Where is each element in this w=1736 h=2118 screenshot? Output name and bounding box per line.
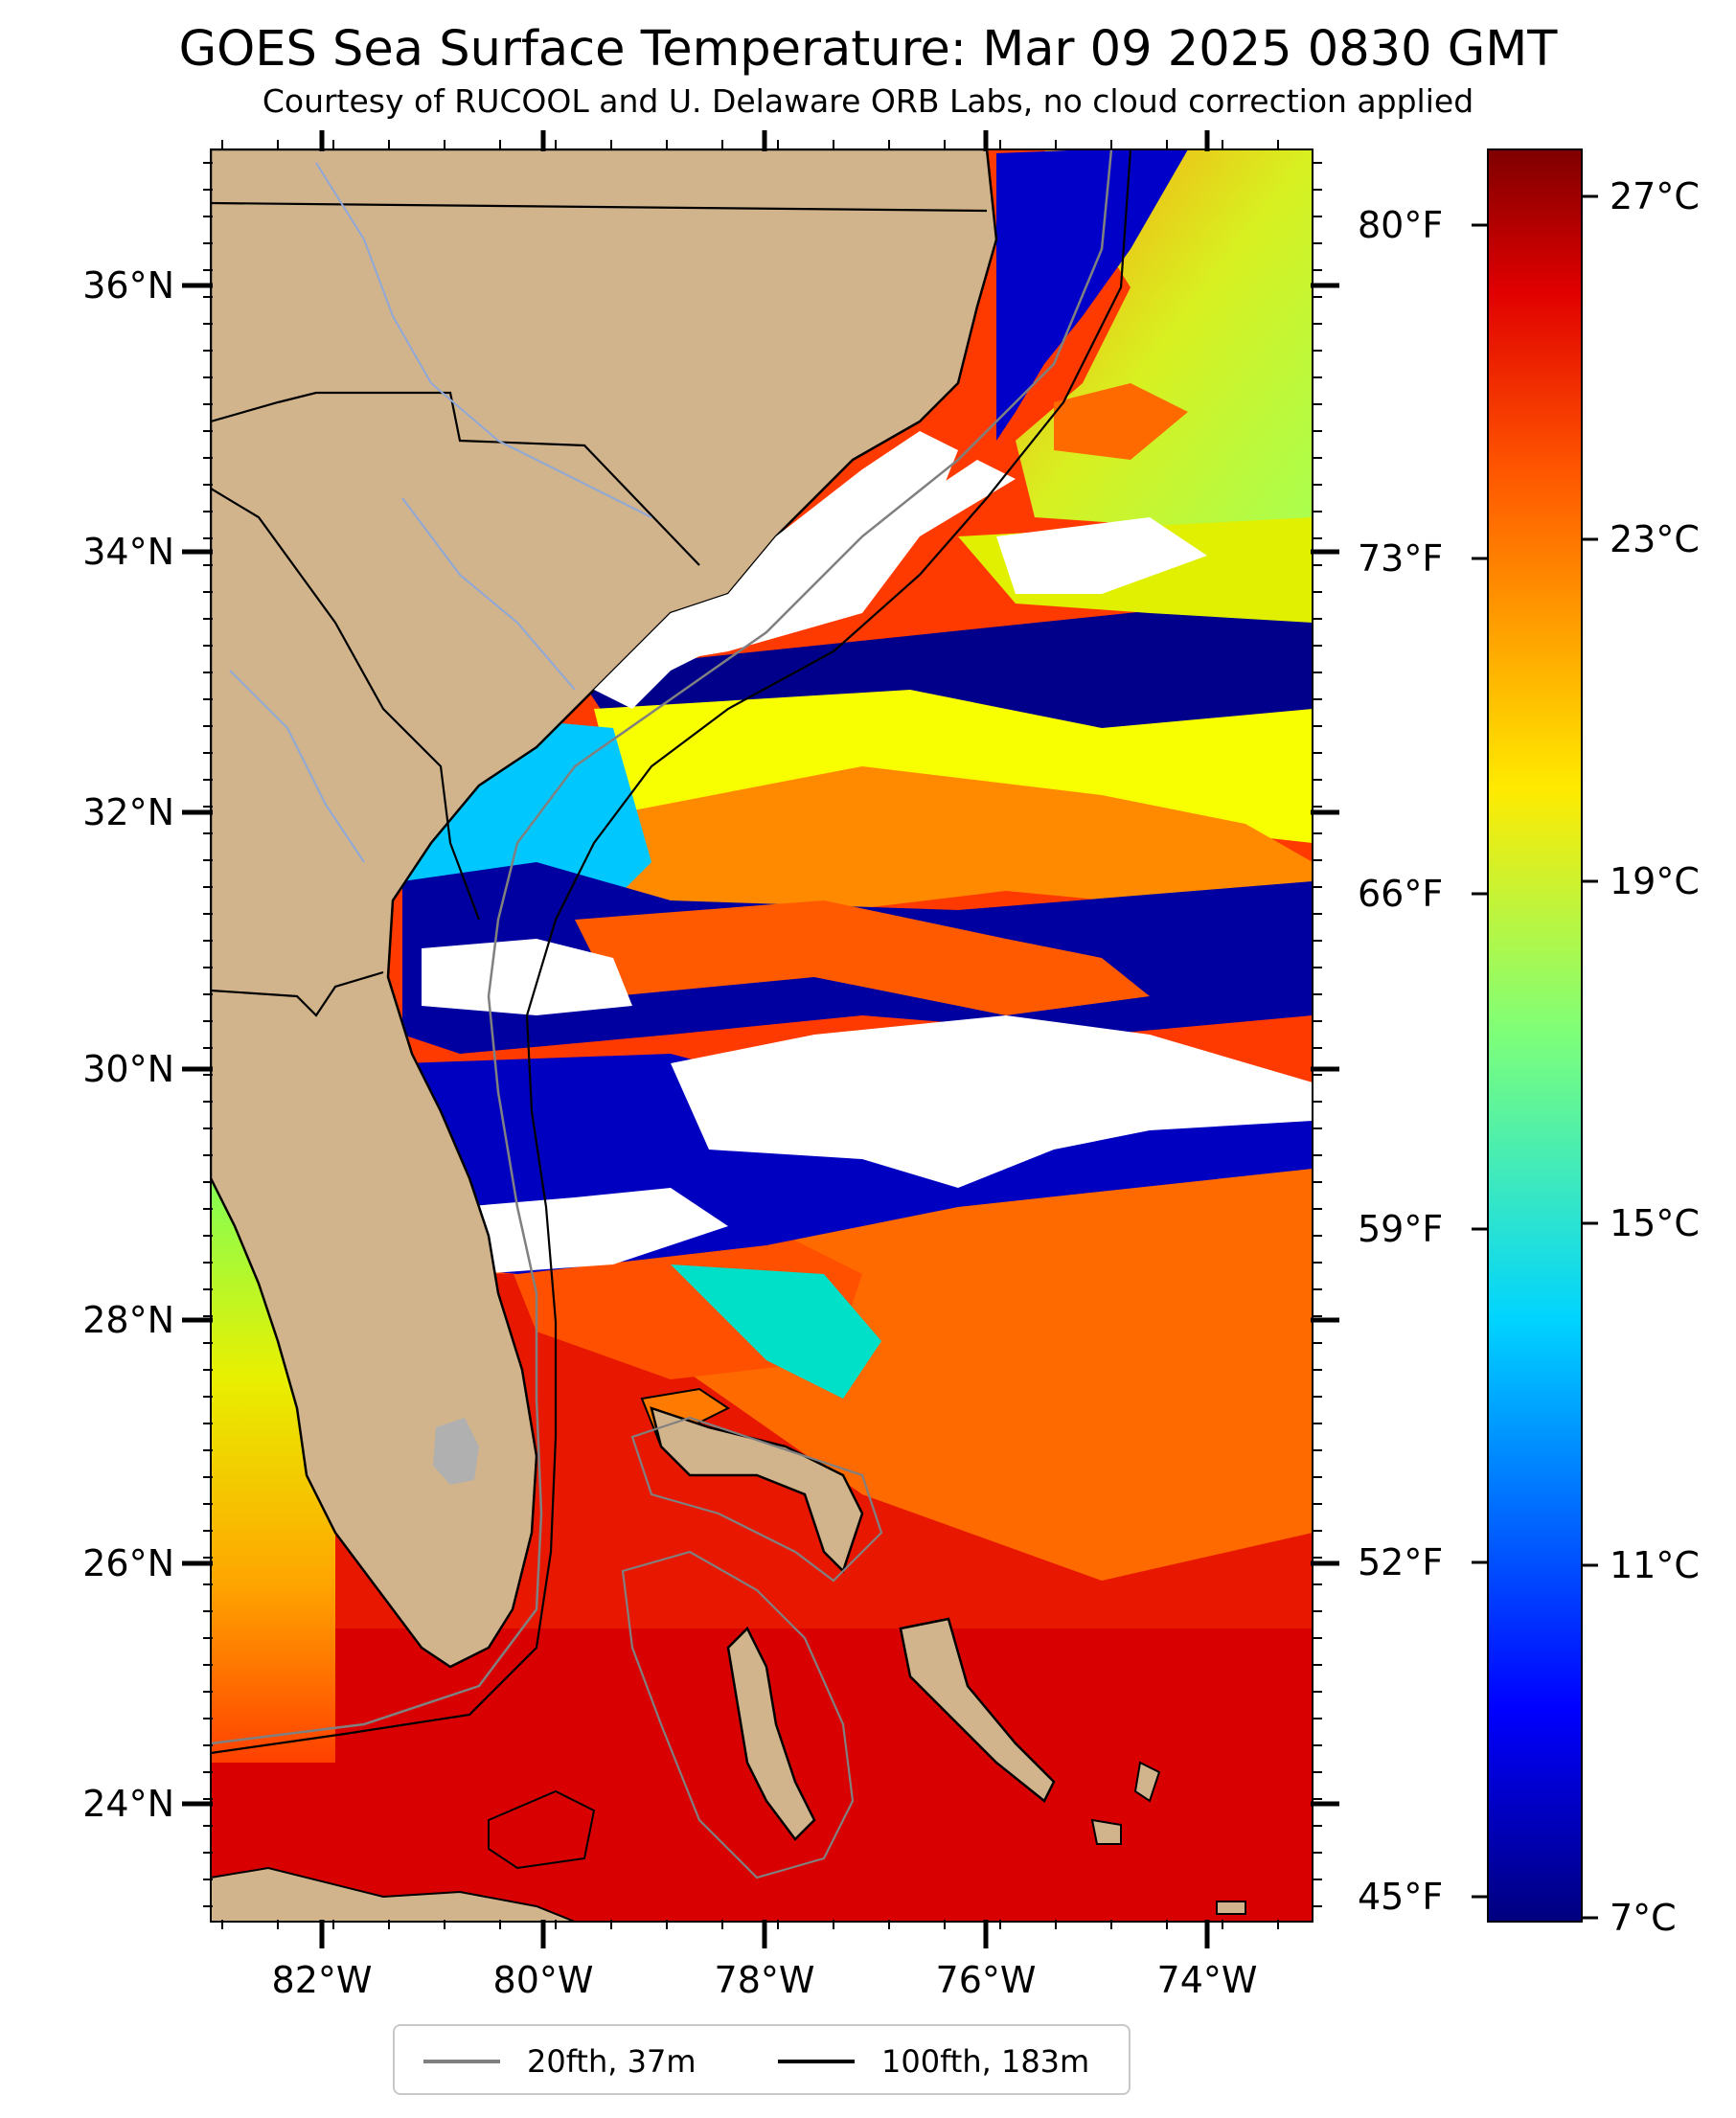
ocean-cyan-plume [671, 1264, 881, 1399]
map-panel [211, 149, 1313, 1922]
land-eleuthera-exumas [899, 1617, 1056, 1803]
legend-label-20fth: 20fth, 37m [527, 2043, 697, 2080]
fahrenheit-tick-label: 45°F [1358, 1876, 1443, 1918]
lake-okeechobee [433, 1418, 479, 1485]
legend-entry-20fth: 20fth, 37m [423, 2026, 696, 2097]
isobath-legend: 20fth, 37m 100fth, 183m [393, 2024, 1131, 2095]
lat-tick-label: 28°N [82, 1299, 174, 1341]
lat-tick-label: 24°N [82, 1783, 174, 1825]
isobath-100fth [211, 149, 1132, 1755]
fahrenheit-tick-label: 52°F [1358, 1541, 1443, 1583]
land-island-small-1 [1133, 1761, 1161, 1803]
fahrenheit-tick-label: 80°F [1358, 204, 1443, 246]
land-cuba [211, 1866, 576, 1922]
lon-tick-label: 82°W [272, 1959, 373, 2001]
lat-tick-label: 34°N [82, 531, 174, 573]
cloud-coastal-sc [594, 431, 958, 709]
isobath-great-bahama-bank [621, 1550, 855, 1879]
fahrenheit-axis: 80°F 73°F 66°F 59°F 52°F 45°F [1358, 204, 1488, 1918]
lon-tick-label: 78°W [715, 1959, 815, 2001]
ocean-orange-east [671, 1150, 1313, 1581]
river-2 [401, 497, 576, 691]
fahrenheit-tick-label: 73°F [1358, 537, 1443, 580]
cloud-northeast [996, 517, 1207, 594]
lon-tick-label: 76°W [936, 1959, 1037, 2001]
river-1 [315, 162, 652, 518]
land-southeast-us [211, 149, 998, 1669]
ocean-orange-hatteras [1054, 383, 1188, 460]
fahrenheit-tick-label: 66°F [1358, 873, 1443, 915]
celsius-tick-label: 15°C [1610, 1202, 1700, 1244]
celsius-tick-label: 11°C [1610, 1544, 1700, 1586]
map-subtitle: Courtesy of RUCOOL and U. Delaware ORB L… [262, 82, 1474, 120]
legend-label-100fth: 100fth, 183m [881, 2043, 1090, 2080]
map-title: GOES Sea Surface Temperature: Mar 09 202… [178, 21, 1558, 78]
cloud-west [422, 939, 632, 1015]
longitude-axis: 82°W 80°W 78°W 76°W 74°W [221, 130, 1279, 2001]
river-3 [229, 670, 365, 863]
isobath-bahamas-north [630, 1416, 883, 1583]
ocean-orange-mid [575, 900, 1150, 1015]
border-nc-sc [211, 391, 700, 566]
lat-tick-label: 26°N [82, 1542, 174, 1584]
celsius-tick-label: 23°C [1610, 518, 1700, 560]
lon-tick-label: 80°W [493, 1959, 594, 2001]
land-grand-bahama-abaco [650, 1406, 864, 1574]
celsius-tick-label: 19°C [1610, 860, 1700, 902]
border-sc-ga [211, 488, 481, 921]
land-island-small-3 [1216, 1901, 1246, 1915]
lat-tick-label: 30°N [82, 1048, 174, 1090]
lon-tick-label: 74°W [1157, 1959, 1258, 2001]
celsius-tick-label: 7°C [1610, 1897, 1677, 1939]
legend-swatch-20fth [423, 2060, 500, 2063]
legend-entry-100fth: 100fth, 183m [778, 2026, 1089, 2097]
cloud-central [671, 1015, 1313, 1188]
land-island-small-2 [1090, 1818, 1122, 1845]
lat-tick-label: 32°N [82, 791, 174, 833]
colorbar [1487, 148, 1583, 1923]
latitude-axis: 36°N 34°N 32°N 30°N 28°N 26°N 24°N [82, 162, 1339, 1907]
border-va-nc [211, 201, 988, 213]
map-frame [210, 148, 1313, 1923]
isobath-cay-sal [488, 1789, 596, 1870]
land-andros [726, 1626, 816, 1841]
celsius-tick-label: 27°C [1610, 175, 1700, 217]
ocean-north-cold [996, 149, 1188, 441]
isobath-20fth [211, 149, 1113, 1745]
lat-tick-label: 36°N [82, 264, 174, 307]
border-ga-fl [211, 970, 384, 1017]
fahrenheit-tick-label: 59°F [1358, 1208, 1443, 1250]
colorbar-celsius-axis: 27°C 23°C 19°C 15°C 11°C 7°C [1582, 175, 1700, 1939]
ocean-orange-band [613, 766, 1313, 920]
legend-swatch-100fth [778, 2060, 855, 2063]
